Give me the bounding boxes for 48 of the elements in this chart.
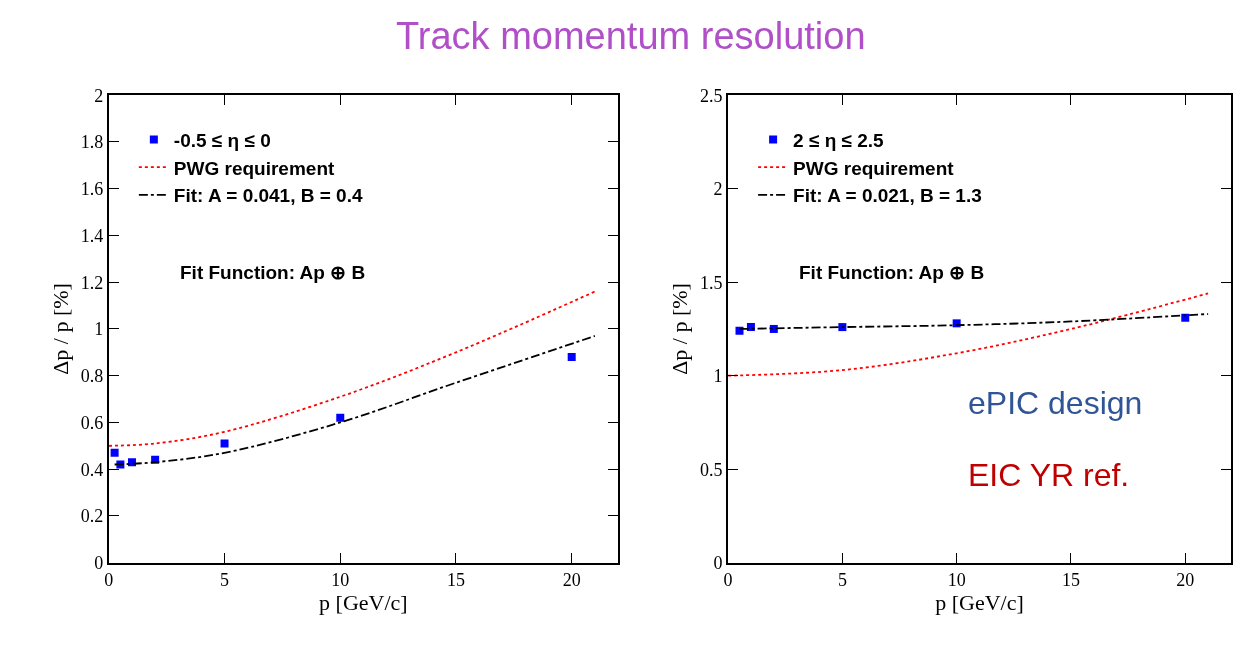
- y-tick-label: 0.6: [80, 412, 104, 433]
- y-tick-label: 0: [713, 552, 723, 573]
- x-tick-label: 5: [220, 570, 230, 591]
- x-axis-title: p [GeV/c]: [319, 590, 408, 616]
- x-tick-label: 15: [1061, 570, 1080, 591]
- annotation: Fit Function: Ap ⊕ B: [799, 262, 985, 283]
- legend-label: Fit: A = 0.041, B = 0.4: [173, 185, 363, 207]
- x-tick-label: 10: [947, 570, 966, 591]
- y-tick-label: 1.4: [80, 225, 104, 246]
- y-tick-label: 1.6: [80, 179, 104, 200]
- x-tick-label: 10: [331, 570, 350, 591]
- legend-label: Fit: A = 0.021, B = 1.3: [793, 185, 982, 207]
- annotation: EIC YR ref.: [968, 457, 1130, 493]
- chart-title: Track momentum resolution: [396, 15, 866, 57]
- point: [1181, 313, 1190, 322]
- legend-label: PWG requirement: [793, 157, 955, 179]
- legend-label: 2 ≤ η ≤ 2.5: [793, 129, 885, 151]
- y-axis-title: Δp / p [%]: [48, 283, 74, 375]
- y-tick-label: 0.2: [80, 506, 104, 527]
- y-tick-label: 0.8: [80, 366, 104, 386]
- x-tick-label: 20: [1176, 570, 1195, 591]
- legend-label: -0.5 ≤ η ≤ 0: [173, 129, 271, 151]
- annotation: ePIC design: [968, 385, 1143, 421]
- y-tick-label: 0: [94, 552, 104, 573]
- x-tick-label: 20: [562, 570, 581, 591]
- y-axis-title: Δp / p [%]: [667, 283, 693, 375]
- point: [110, 448, 119, 457]
- y-tick-label: 1: [94, 319, 104, 340]
- y-tick-label: 1: [713, 366, 723, 386]
- y-tick-label: 1.2: [80, 272, 104, 293]
- y-tick-label: 2.5: [699, 85, 723, 106]
- point: [220, 439, 229, 448]
- legend-label: PWG requirement: [173, 157, 335, 179]
- point: [838, 323, 847, 332]
- point: [336, 413, 345, 422]
- line-series: [108, 290, 596, 447]
- y-tick-label: 1.5: [699, 272, 723, 293]
- y-tick-label: 0.5: [699, 459, 723, 480]
- y-tick-label: 1.8: [80, 132, 104, 153]
- line-series: [728, 292, 1210, 377]
- point: [567, 353, 576, 361]
- y-tick-label: 2: [94, 85, 104, 106]
- y-tick-label: 0.4: [80, 459, 104, 480]
- x-tick-label: 15: [446, 570, 465, 591]
- annotation: Fit Function: Ap ⊕ B: [180, 262, 366, 283]
- x-tick-label: 5: [837, 570, 847, 591]
- x-axis-title: p [GeV/c]: [935, 590, 1024, 616]
- y-tick-label: 2: [713, 179, 723, 200]
